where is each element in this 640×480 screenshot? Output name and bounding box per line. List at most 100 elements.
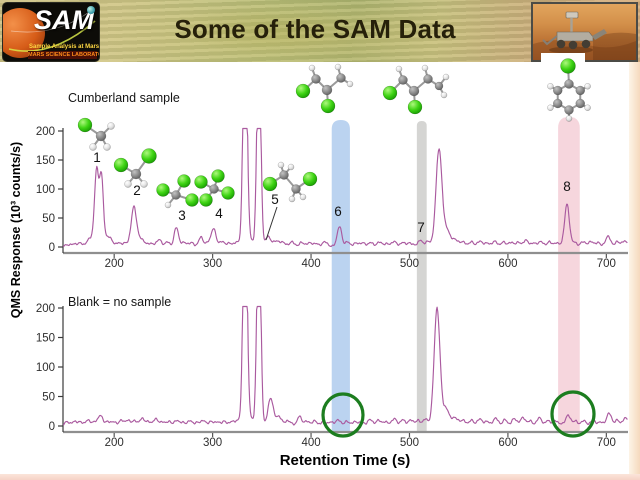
Cl-atom bbox=[221, 186, 235, 200]
Cl-atom bbox=[560, 58, 576, 74]
x-tick-label: 200 bbox=[105, 437, 124, 449]
x-tick-label: 500 bbox=[400, 258, 419, 270]
H-atom bbox=[334, 63, 342, 71]
x-tick-label: 400 bbox=[301, 258, 320, 270]
C-atom bbox=[209, 184, 219, 194]
C-atom bbox=[279, 170, 289, 180]
molecule-chloromethane-icon bbox=[77, 117, 115, 151]
x-tick-label: 600 bbox=[498, 437, 517, 449]
x-tick-label: 600 bbox=[498, 258, 517, 270]
Cl-atom bbox=[302, 171, 318, 187]
H-atom bbox=[103, 143, 111, 151]
x-tick-label: 700 bbox=[597, 258, 616, 270]
peak-number-label: 1 bbox=[93, 150, 101, 165]
absent-peak-circle bbox=[321, 392, 365, 438]
H-atom bbox=[440, 91, 448, 99]
slide-title: Some of the SAM Data bbox=[174, 14, 456, 44]
H-atom bbox=[124, 180, 132, 188]
H-atom bbox=[395, 65, 403, 73]
C-atom bbox=[423, 74, 433, 84]
H-atom bbox=[421, 64, 429, 72]
peak-number-label: 5 bbox=[271, 192, 279, 207]
y-tick-label: 150 bbox=[36, 333, 55, 345]
C-atom bbox=[564, 79, 574, 89]
peak-number-label: 3 bbox=[178, 208, 186, 223]
H-atom bbox=[308, 64, 316, 72]
H-atom bbox=[277, 161, 285, 169]
Cl-atom bbox=[177, 174, 191, 188]
H-atom bbox=[140, 180, 148, 188]
Cl-atom bbox=[113, 157, 129, 173]
C-atom bbox=[95, 130, 107, 142]
C-atom bbox=[434, 81, 444, 91]
H-atom bbox=[164, 201, 172, 209]
x-tick-label: 400 bbox=[301, 437, 320, 449]
C-atom bbox=[291, 184, 301, 194]
Cl-atom bbox=[295, 83, 311, 99]
x-tick-label: 500 bbox=[400, 437, 419, 449]
peak-number-label: 2 bbox=[133, 183, 141, 198]
C-atom bbox=[171, 190, 181, 200]
highlight-band-gray bbox=[416, 121, 427, 432]
C-atom bbox=[552, 98, 563, 109]
slide-right-edge-strip bbox=[629, 62, 640, 480]
molecule-dichloromethane-icon bbox=[113, 148, 157, 188]
sample-plot: 200 300 400 500 600 700 0 50 100 150 200 bbox=[36, 126, 628, 270]
x-tick-label: 300 bbox=[203, 258, 222, 270]
peak-number-label: 4 bbox=[215, 206, 223, 221]
logo-acronym: SAM bbox=[34, 5, 94, 35]
C-atom bbox=[336, 73, 346, 83]
logo-org-bar: MARS SCIENCE LABORATORY bbox=[28, 51, 99, 59]
y-tick-label: 0 bbox=[49, 421, 55, 433]
C-atom bbox=[311, 74, 321, 84]
H-atom bbox=[107, 122, 115, 130]
H-atom bbox=[346, 80, 354, 88]
C-atom bbox=[398, 75, 408, 85]
H-atom bbox=[442, 73, 450, 81]
C-atom bbox=[321, 84, 333, 96]
C-atom bbox=[130, 168, 142, 180]
y-axis-label: QMS Response (10³ counts/s) bbox=[9, 141, 23, 319]
Cl-atom bbox=[407, 99, 423, 115]
bottom-plot-title: Blank = no sample bbox=[68, 295, 172, 309]
Cl-atom bbox=[382, 85, 398, 101]
molecule-carbon-tetrachloride-icon bbox=[194, 169, 235, 207]
y-tick-label: 50 bbox=[42, 392, 55, 404]
peak-number-label: 7 bbox=[417, 220, 425, 235]
Cl-atom bbox=[156, 183, 170, 197]
y-tick-label: 100 bbox=[36, 362, 55, 374]
Cl-atom bbox=[320, 98, 336, 114]
orbit-swoosh-icon bbox=[8, 8, 96, 52]
Cl-atom bbox=[77, 117, 93, 133]
peak5-pointer-line bbox=[265, 206, 278, 241]
blank-plot: 200 300 400 500 600 700 0 50 100 150 200 bbox=[36, 303, 628, 449]
molecule-dichloroethane-icon bbox=[262, 161, 318, 203]
Cl-atom bbox=[194, 175, 208, 189]
H-atom bbox=[584, 104, 591, 111]
C-atom bbox=[575, 98, 586, 109]
absent-peak-circle bbox=[550, 390, 596, 438]
C-atom bbox=[552, 85, 563, 96]
Cl-atom bbox=[262, 176, 278, 192]
H-atom bbox=[584, 83, 591, 90]
top-plot-title: Cumberland sample bbox=[68, 91, 180, 105]
x-tick-label: 200 bbox=[105, 258, 124, 270]
C-atom bbox=[575, 85, 586, 96]
y-tick-label: 150 bbox=[36, 155, 55, 167]
H-atom bbox=[299, 193, 307, 201]
highlight-band-pink bbox=[558, 117, 580, 432]
x-tick-label: 300 bbox=[203, 437, 222, 449]
logo-subtitle: Sample Analysis at Mars bbox=[29, 44, 100, 50]
logo-org: MARS SCIENCE LABORATORY bbox=[28, 52, 99, 58]
y-tick-label: 100 bbox=[36, 184, 55, 196]
molecule-dichloropropane-icon bbox=[295, 63, 354, 114]
H-atom bbox=[547, 104, 554, 111]
chromatogram-curve bbox=[63, 305, 628, 426]
header-banner: SAM Sample Analysis at Mars MARS SCIENCE… bbox=[0, 0, 640, 62]
peak-number-label: 8 bbox=[563, 179, 571, 194]
y-tick-label: 0 bbox=[49, 242, 55, 254]
molecule-chlorobenzene-icon bbox=[541, 53, 591, 122]
Cl-atom bbox=[211, 169, 225, 183]
